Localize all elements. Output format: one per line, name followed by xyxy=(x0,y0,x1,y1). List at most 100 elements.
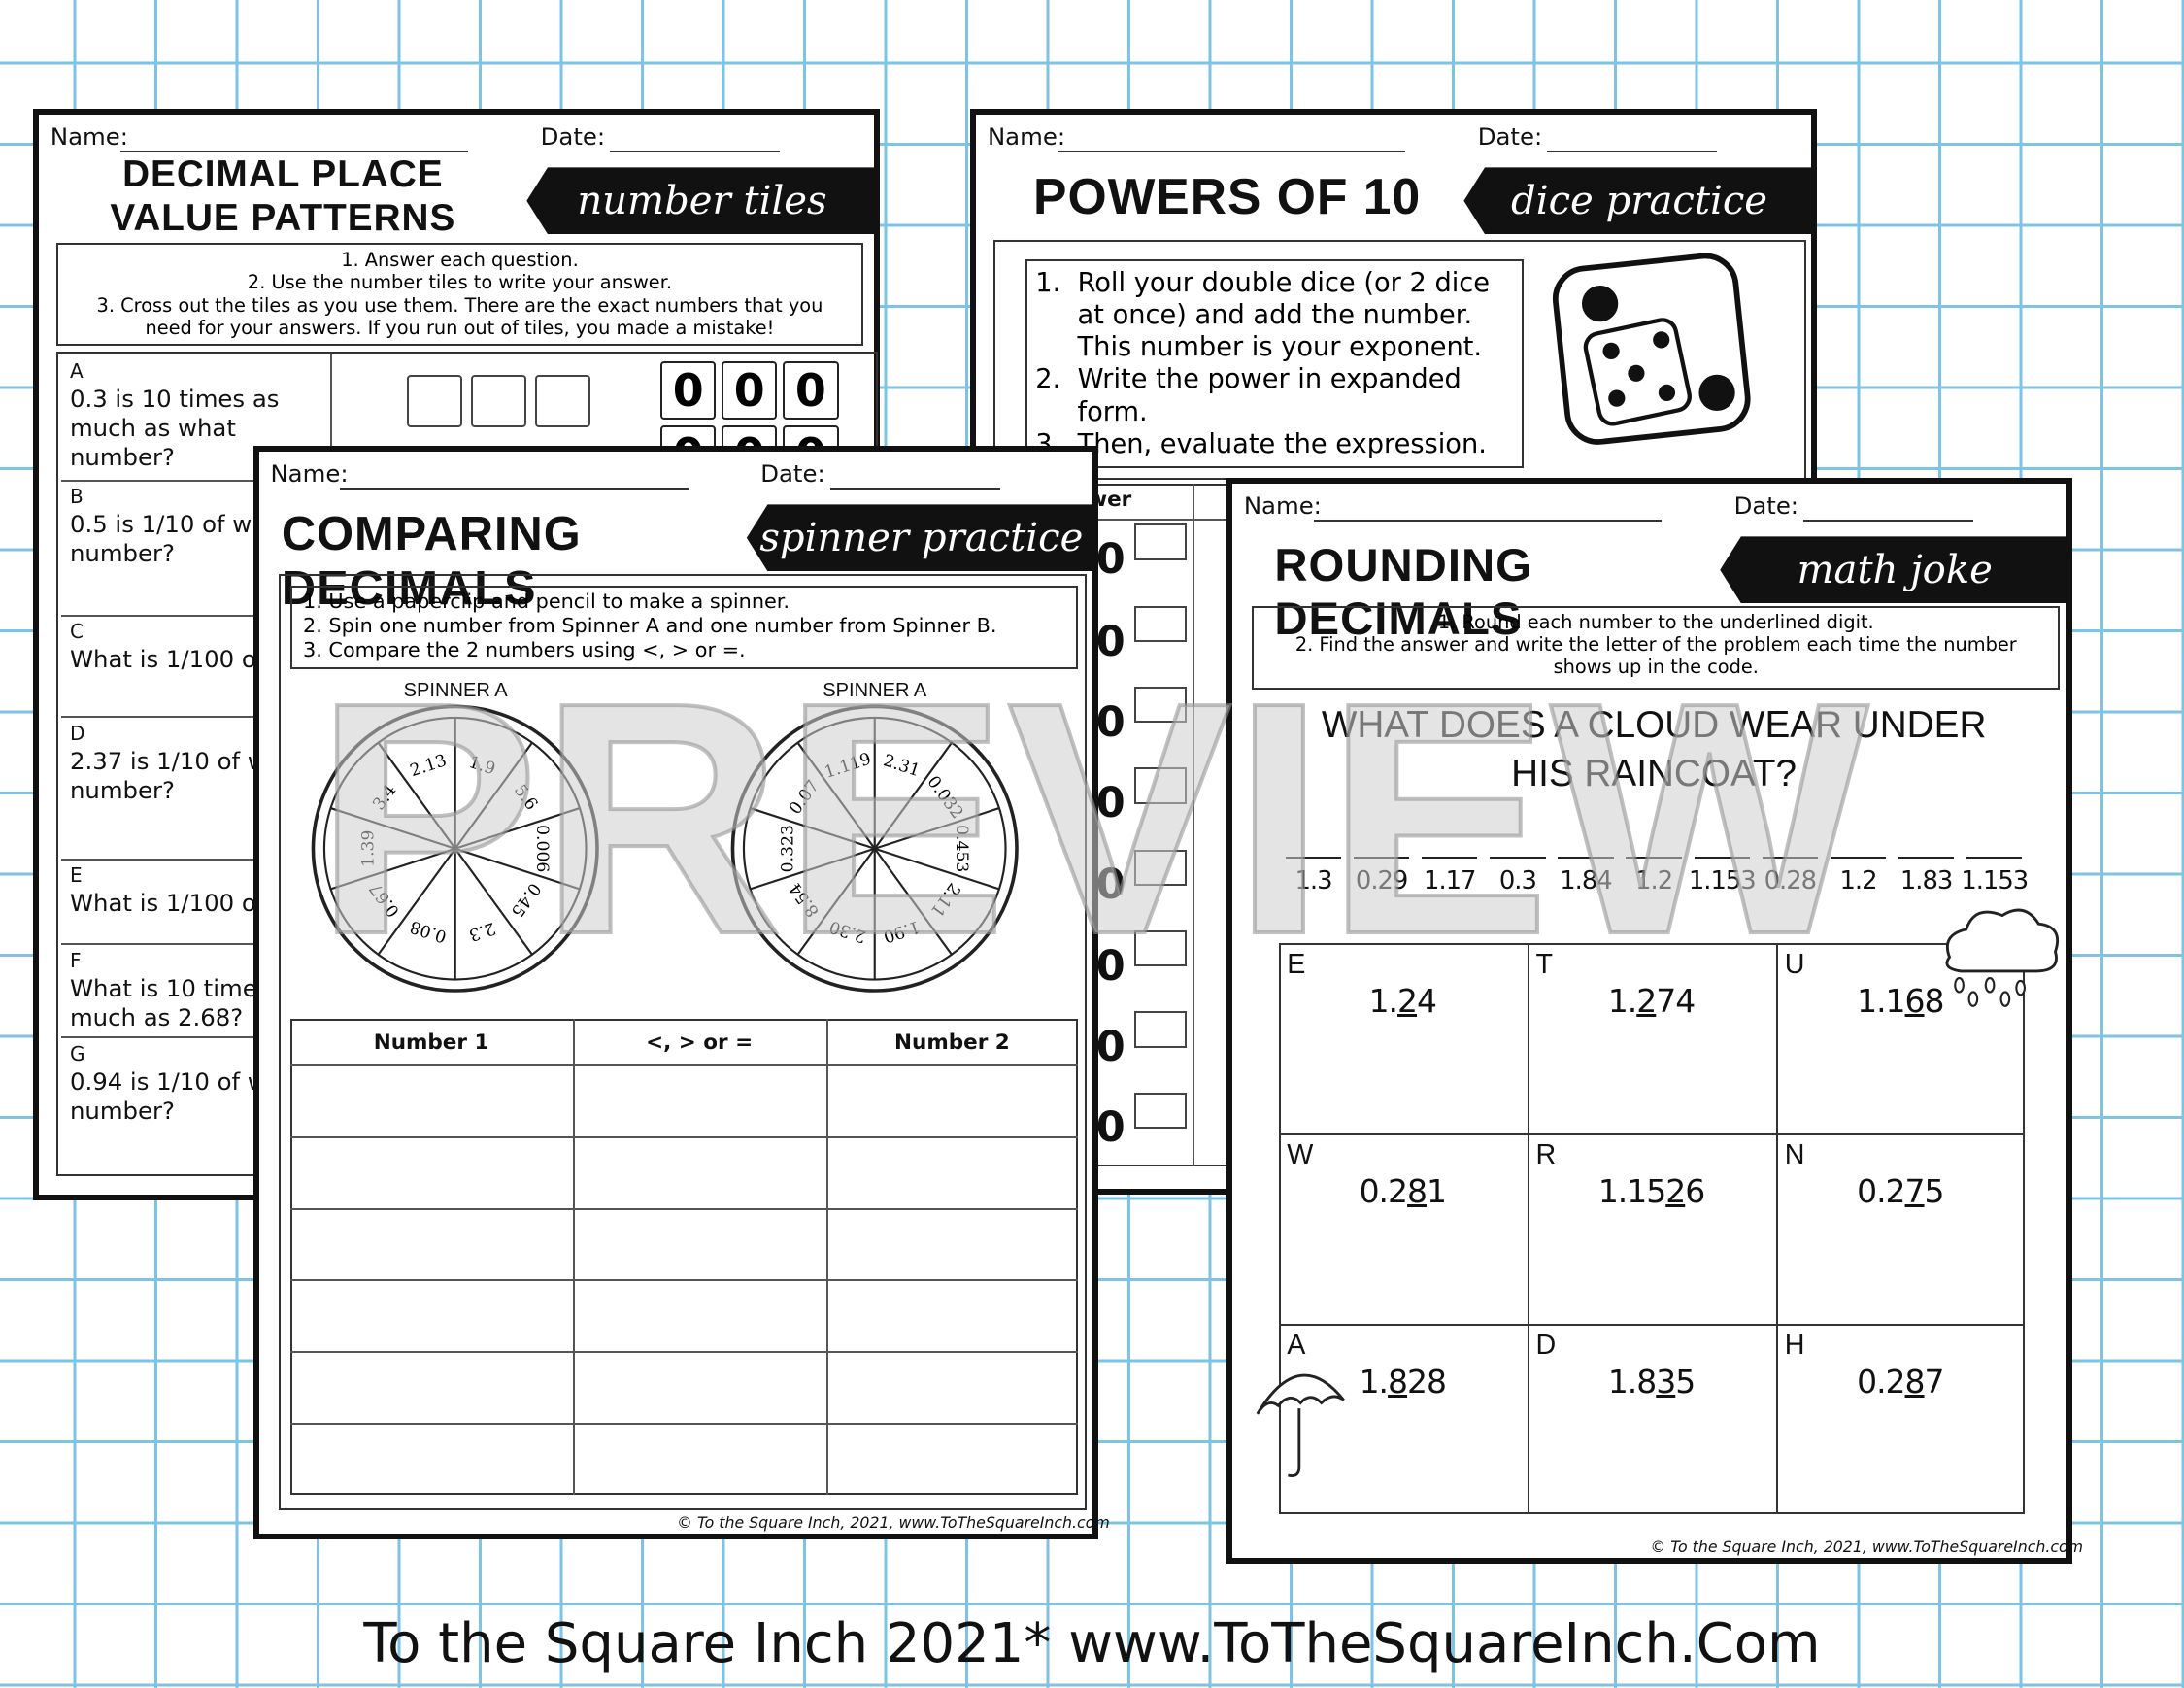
answer-box xyxy=(1133,523,1187,560)
spinner-divider xyxy=(330,847,456,891)
name-label: Name: xyxy=(50,122,128,152)
tag-banner: spinner practice xyxy=(746,504,1096,572)
row-digit: 0 xyxy=(1095,861,1126,910)
row-divider xyxy=(289,1423,1079,1426)
number-part: 0.2 xyxy=(1857,1363,1905,1401)
instruction: This number is your exponent. xyxy=(1035,332,1483,363)
answer-box xyxy=(1133,687,1187,724)
code-number: 1.153 xyxy=(1961,866,2029,896)
cell-letter: W xyxy=(1287,1138,1314,1170)
spinner-number: 1.39 xyxy=(359,829,379,866)
worksheet: Name: Date: math joke ROUNDING DECIMALS 1. R… xyxy=(1226,477,2083,1565)
code-blank xyxy=(1422,857,1478,860)
problem-text: What is 10 times xyxy=(69,973,270,1002)
row-digit: 0 xyxy=(1095,534,1126,584)
answer-grid xyxy=(1278,943,2026,1515)
date-line xyxy=(829,488,1000,490)
cell-number: 1.1526 xyxy=(1528,1172,1775,1210)
footer: To the Square Inch 2021* www.ToTheSquare… xyxy=(363,1612,1821,1675)
spinner-inner xyxy=(742,716,1007,981)
code-blank xyxy=(1353,857,1410,860)
problem-text: 0.3 is 10 times as xyxy=(69,385,280,414)
instruction: at once) and add the number. xyxy=(1035,299,1473,330)
table-header: Number 1 xyxy=(373,1030,489,1056)
name-line xyxy=(1313,520,1663,523)
number-part: 1.15 xyxy=(1597,1172,1666,1211)
spinner-divider xyxy=(330,806,456,850)
problem-text: much as what xyxy=(69,414,236,443)
instruction: 1. Answer each question. xyxy=(341,249,579,272)
answer-box xyxy=(534,375,591,428)
row-divider xyxy=(61,479,331,482)
row-divider xyxy=(289,1135,1079,1138)
row-divider xyxy=(1278,1324,2026,1327)
date-label: Date: xyxy=(540,122,606,152)
number-part: 1. xyxy=(1607,982,1637,1021)
code-number: 1.17 xyxy=(1424,866,1476,896)
column-divider xyxy=(572,1018,575,1495)
column-divider xyxy=(825,1018,828,1495)
cell-number: 0.281 xyxy=(1279,1172,1527,1210)
number-tile: 0 xyxy=(722,360,778,420)
spinner-label: SPINNER A xyxy=(823,680,927,702)
spinner-divider xyxy=(874,806,1000,850)
tag: dice practice xyxy=(1511,178,1768,223)
spinner-divider xyxy=(873,741,953,850)
cell-letter: D xyxy=(1535,1329,1557,1361)
tag-banner: math joke xyxy=(1720,536,2070,604)
number-part: 1. xyxy=(1359,1363,1389,1401)
underlined-digit: 8 xyxy=(1904,1363,1926,1401)
column-divider xyxy=(1527,943,1529,1515)
die-dot xyxy=(1608,389,1626,407)
problem-letter: E xyxy=(69,863,83,888)
code-blank xyxy=(1694,857,1750,860)
answer-box xyxy=(470,375,527,428)
code-number: 0.28 xyxy=(1764,866,1817,896)
name-label: Name: xyxy=(1243,491,1322,521)
row-digit: 0 xyxy=(1095,778,1126,827)
row-digit: 0 xyxy=(1095,617,1126,666)
problem-text: number? xyxy=(69,539,175,568)
number-tile: 0 xyxy=(783,360,839,420)
problem-letter: C xyxy=(69,620,84,644)
problem-text: much as 2.68? xyxy=(69,1002,244,1031)
spinner-number: 0.006 xyxy=(533,825,553,872)
number-part: 1 xyxy=(1427,1172,1447,1211)
problem-letter: B xyxy=(69,485,84,509)
underlined-digit: 2 xyxy=(1397,982,1418,1021)
cell-number: 1.168 xyxy=(1776,982,2024,1020)
instruction: 1. Roll your double dice (or 2 dice xyxy=(1035,267,1491,298)
problem-letter: G xyxy=(69,1041,85,1065)
number-part: 5 xyxy=(1675,1363,1696,1401)
cell-letter: N xyxy=(1784,1138,1805,1170)
number-part: 28 xyxy=(1407,1363,1447,1401)
spinner-divider xyxy=(796,741,876,850)
instruction: 2. Use the number tiles to write your an… xyxy=(247,271,673,294)
number-part: 1. xyxy=(1368,982,1398,1021)
answer-box xyxy=(1133,606,1187,643)
date-line xyxy=(1547,151,1718,153)
cell-letter: H xyxy=(1784,1329,1805,1361)
problem-text: number? xyxy=(69,1096,175,1125)
underlined-digit: 8 xyxy=(1388,1363,1408,1401)
instructions-box: 1. Roll your double dice (or 2 dice at o… xyxy=(1025,258,1525,469)
problem-letter: A xyxy=(69,359,84,384)
instructions-box: 1. Round each number to the underlined d… xyxy=(1252,606,2061,691)
problem-letter: D xyxy=(69,722,85,746)
number-part: 5 xyxy=(1924,1172,1945,1211)
code-blank xyxy=(1558,857,1614,860)
problem-text: number? xyxy=(69,443,175,472)
die-dot xyxy=(1653,331,1670,349)
spinner-divider xyxy=(378,741,457,850)
problem-letter: F xyxy=(69,948,82,972)
row-digit: 0 xyxy=(1095,1102,1126,1152)
spinner-divider xyxy=(454,847,534,956)
tag: math joke xyxy=(1797,547,1993,592)
tag: number tiles xyxy=(577,178,827,223)
instruction: 2. Write the power in expanded xyxy=(1035,364,1462,395)
row-digit: 0 xyxy=(1095,941,1126,991)
row-divider xyxy=(61,614,331,617)
answer-box xyxy=(1133,767,1187,804)
number-part: 0.2 xyxy=(1359,1172,1408,1211)
